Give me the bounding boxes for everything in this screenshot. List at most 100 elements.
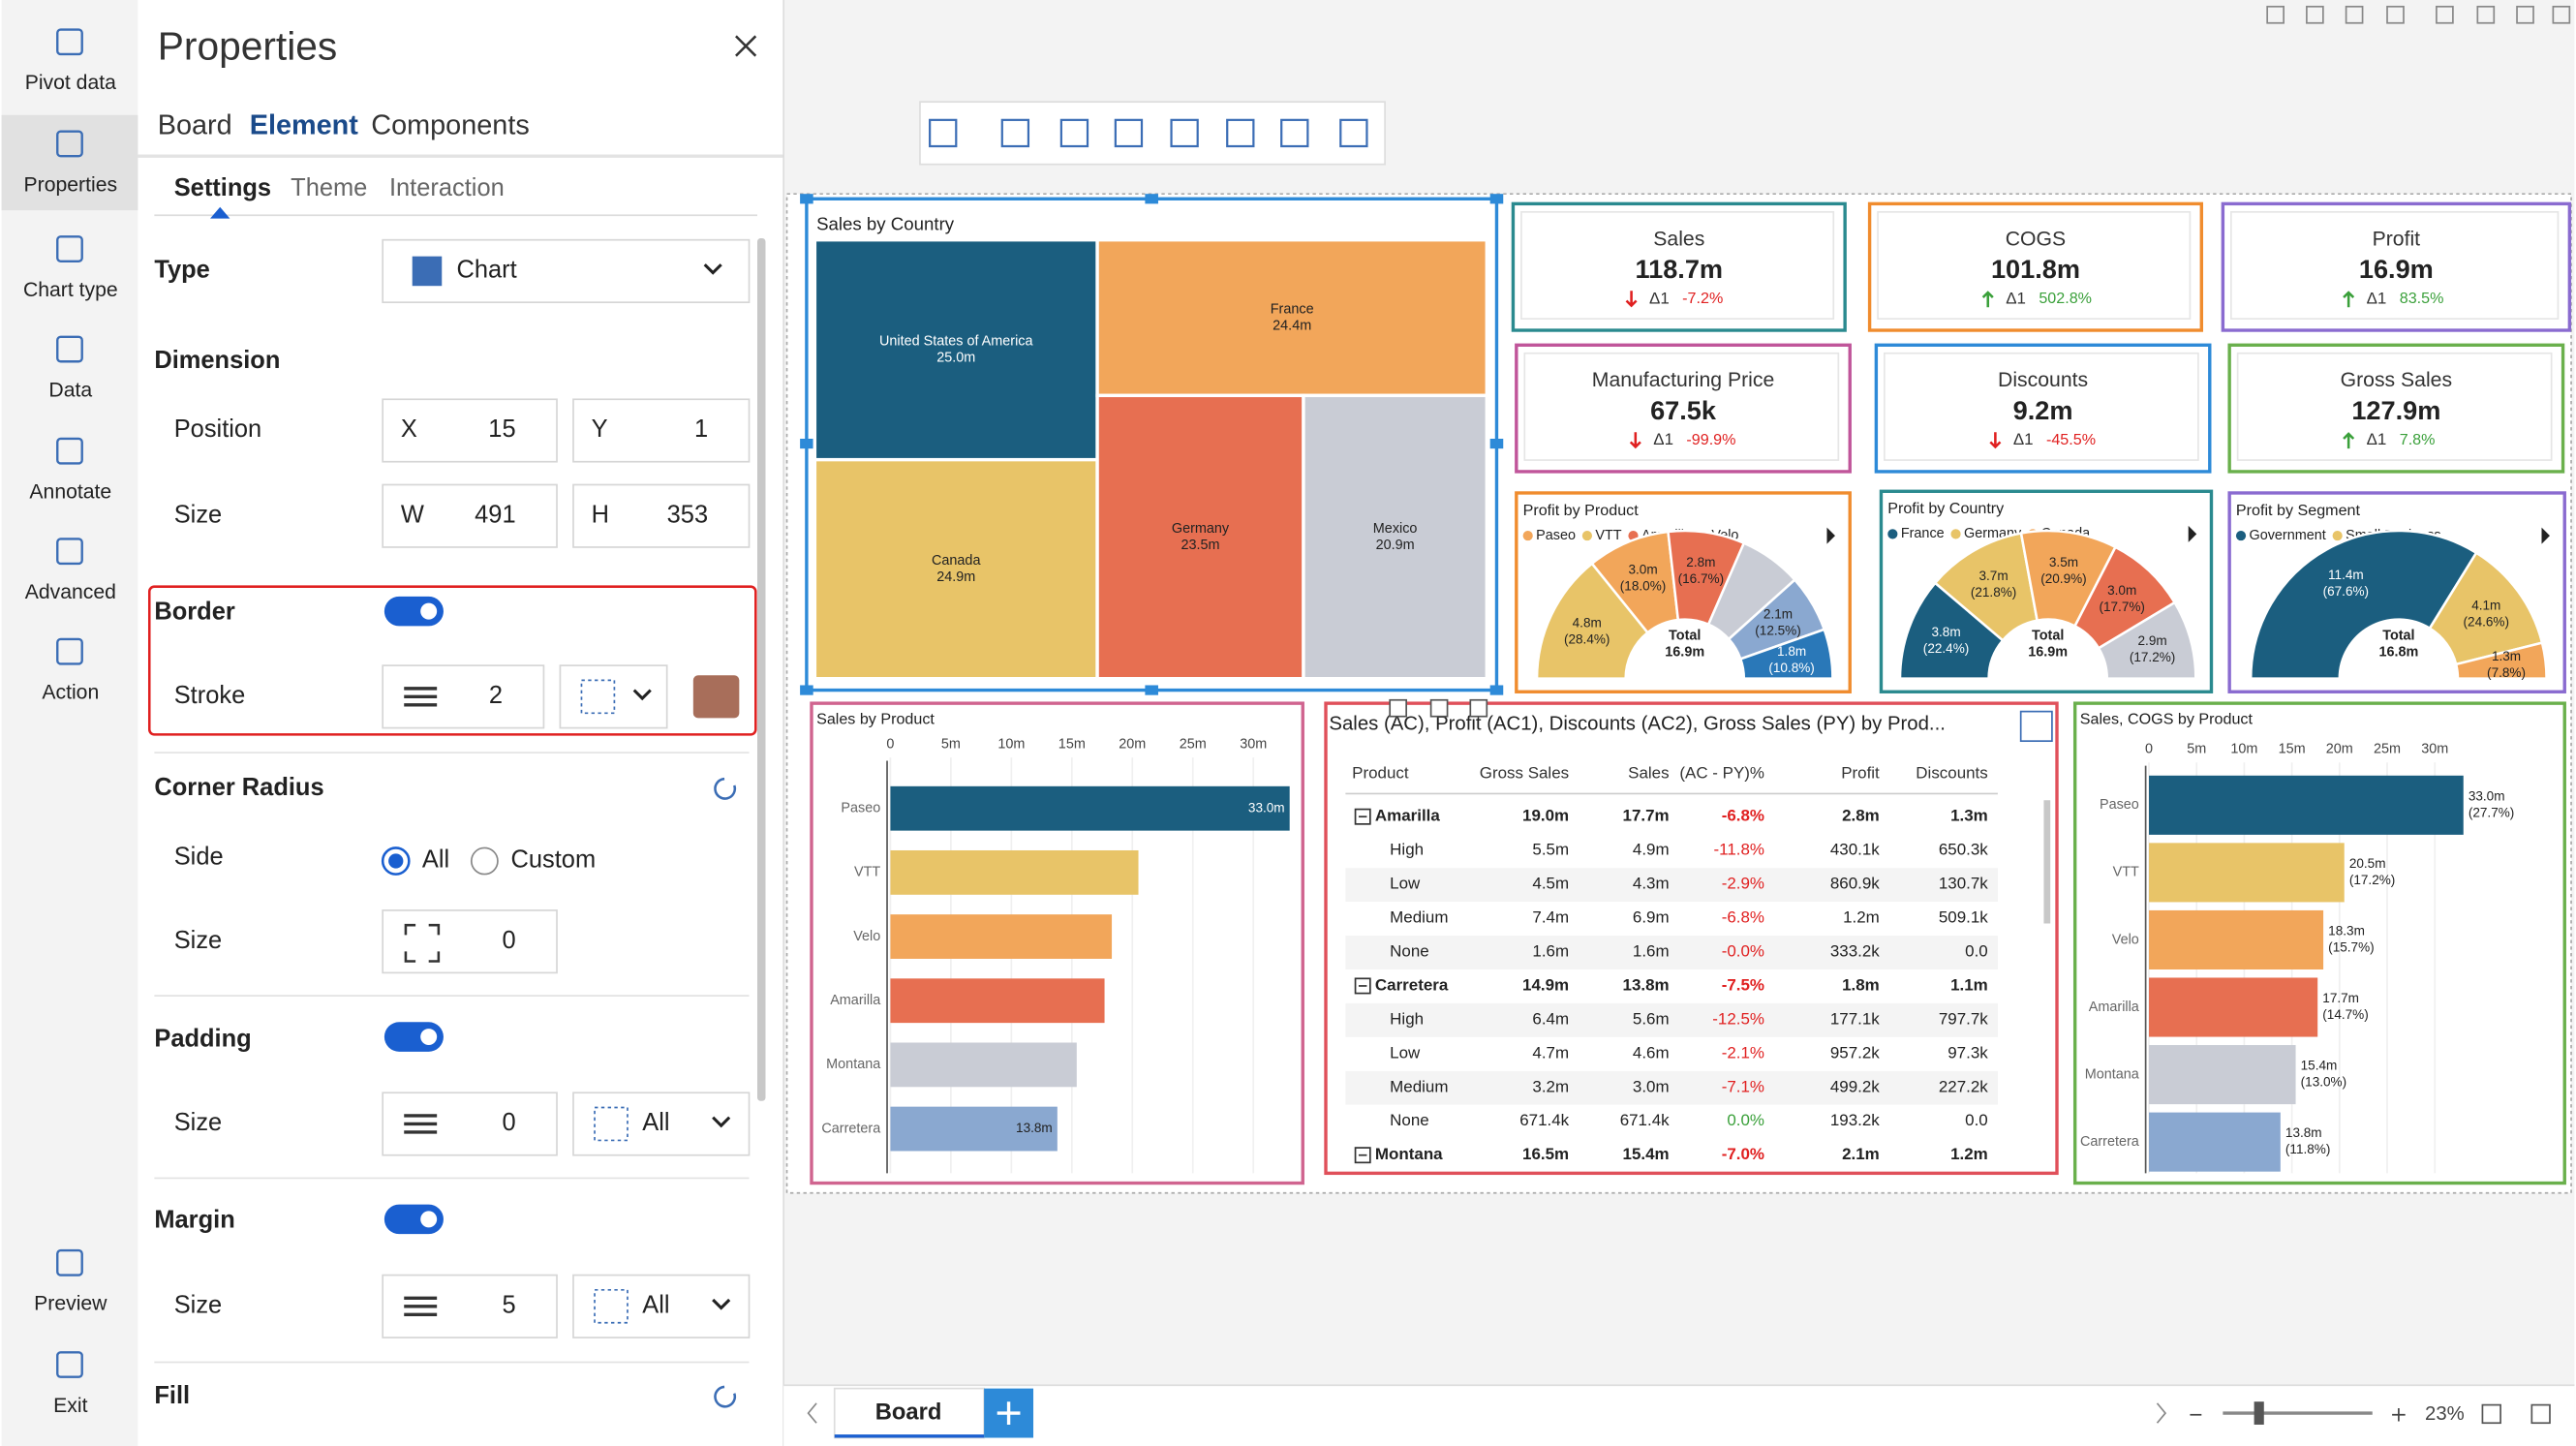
table-cell: 177.1k	[1830, 1009, 1880, 1028]
trend-arrow	[2343, 432, 2355, 449]
data-label: 1.3m	[2492, 649, 2521, 663]
row-band	[1345, 936, 1998, 969]
tab[interactable]: Board	[158, 109, 232, 140]
resize-handle[interactable]	[1489, 194, 1504, 204]
table-cell: 671.4k	[1519, 1111, 1569, 1129]
subtab[interactable]: Settings	[174, 174, 271, 201]
nav-item[interactable]: Properties	[24, 173, 118, 196]
data-label: (12.5%)	[1755, 624, 1801, 638]
tab[interactable]: Components	[371, 109, 529, 140]
zoom-thumb[interactable]	[2254, 1401, 2264, 1425]
subtab[interactable]: Theme	[291, 174, 367, 201]
expand-arrow[interactable]	[2541, 527, 2550, 544]
kpi-card	[1511, 201, 1847, 332]
filter-button[interactable]	[2019, 710, 2053, 743]
scroll-right[interactable]	[2156, 1402, 2167, 1424]
data-label: (21.8%)	[1971, 585, 2016, 600]
resize-handle[interactable]	[800, 438, 813, 449]
label: Total	[2382, 628, 2414, 643]
nav-item[interactable]: Exit	[53, 1395, 87, 1417]
toolbar-button[interactable]	[1280, 118, 1309, 148]
reset-icon[interactable]	[714, 777, 737, 800]
y-tick-label: Paseo	[2100, 797, 2139, 813]
toolbar-button[interactable]	[1114, 118, 1144, 148]
nav-item[interactable]: Data	[48, 379, 92, 401]
label: 16.9m	[2028, 644, 2068, 660]
data-label: 2.9m	[2138, 633, 2167, 648]
table-cell: 1.2m	[1843, 908, 1880, 927]
window-icon	[2516, 5, 2534, 24]
window-icon	[2552, 5, 2571, 24]
color-swatch[interactable]	[692, 675, 740, 719]
toolbar-button[interactable]	[1170, 118, 1199, 148]
data-label: 20.5m	[2349, 856, 2386, 871]
trend-arrow	[1629, 432, 1641, 449]
label: Sales, COGS by Product	[2080, 710, 2254, 727]
table-cell: 957.2k	[1830, 1043, 1880, 1061]
element-action[interactable]	[1469, 698, 1488, 718]
subtab[interactable]: Interaction	[389, 174, 505, 201]
x-tick-label: 10m	[2230, 741, 2257, 756]
label: 25.0m	[936, 350, 975, 365]
zoom-in[interactable]	[2392, 1407, 2406, 1422]
nav-item[interactable]: Preview	[34, 1293, 107, 1315]
toggle-knob	[420, 1211, 438, 1228]
nav-item[interactable]: Action	[42, 682, 99, 704]
board-tab[interactable]	[833, 1387, 985, 1439]
label: France	[1271, 301, 1314, 317]
chart-icon	[412, 256, 443, 287]
donut-segment	[2249, 529, 2478, 680]
resize-handle[interactable]	[1145, 685, 1158, 695]
radio[interactable]	[470, 846, 499, 876]
data-label: (10.8%)	[1768, 661, 1815, 675]
resize-handle[interactable]	[800, 194, 813, 204]
label: Total	[2032, 628, 2064, 643]
table-cell: 797.7k	[1939, 1009, 1988, 1028]
resize-handle[interactable]	[800, 685, 813, 695]
fit-button[interactable]	[2481, 1403, 2501, 1425]
resize-handle[interactable]	[1489, 438, 1504, 449]
pin-button[interactable]	[2530, 1403, 2551, 1425]
nav-item[interactable]: Pivot data	[25, 72, 116, 94]
trend-arrow	[1981, 291, 1994, 308]
label: 67.5k	[1650, 395, 1717, 425]
table-cell: 193.2k	[1830, 1111, 1880, 1129]
field-label: Size	[174, 927, 222, 954]
element-action[interactable]	[1429, 698, 1449, 718]
stroke-icon	[404, 1296, 438, 1316]
table-cell: 0.0%	[1727, 1111, 1764, 1129]
nav-item[interactable]: Chart type	[23, 279, 118, 301]
resize-handle[interactable]	[1489, 685, 1504, 695]
toolbar-button[interactable]	[1059, 118, 1089, 148]
expand-arrow[interactable]	[1826, 527, 1835, 544]
toolbar-button[interactable]	[929, 118, 958, 148]
label: 23.5m	[1181, 538, 1220, 553]
tab[interactable]: Element	[250, 109, 359, 140]
label: 101.8m	[1991, 254, 2080, 284]
y-tick-label: Velo	[2112, 932, 2139, 947]
nav-item[interactable]: Advanced	[25, 581, 116, 603]
input-box[interactable]	[382, 238, 751, 304]
table-cell: 860.9k	[1830, 875, 1880, 893]
scroll-left[interactable]	[807, 1402, 817, 1424]
toolbar-button[interactable]	[1000, 118, 1030, 148]
legend-entry: Government	[2250, 528, 2326, 543]
footer-bar	[783, 1385, 2575, 1446]
label: COGS	[2006, 228, 2066, 250]
expand-arrow[interactable]	[2188, 525, 2197, 542]
row-band	[1345, 868, 1998, 903]
input-box[interactable]	[559, 664, 668, 729]
table-cell: -6.8%	[1722, 807, 1764, 825]
element-action[interactable]	[1389, 698, 1408, 718]
resize-handle[interactable]	[1145, 194, 1158, 204]
toolbar-button[interactable]	[1226, 118, 1255, 148]
input-box	[572, 398, 751, 463]
x-tick-label: 30m	[1240, 736, 1267, 752]
reset-icon[interactable]	[714, 1385, 737, 1408]
bar	[890, 978, 1105, 1024]
close-button[interactable]	[735, 35, 757, 57]
nav-item[interactable]: Annotate	[29, 481, 111, 504]
input-box	[382, 909, 558, 974]
data-label: 2.8m	[1686, 555, 1715, 569]
toolbar-button[interactable]	[1339, 118, 1368, 148]
